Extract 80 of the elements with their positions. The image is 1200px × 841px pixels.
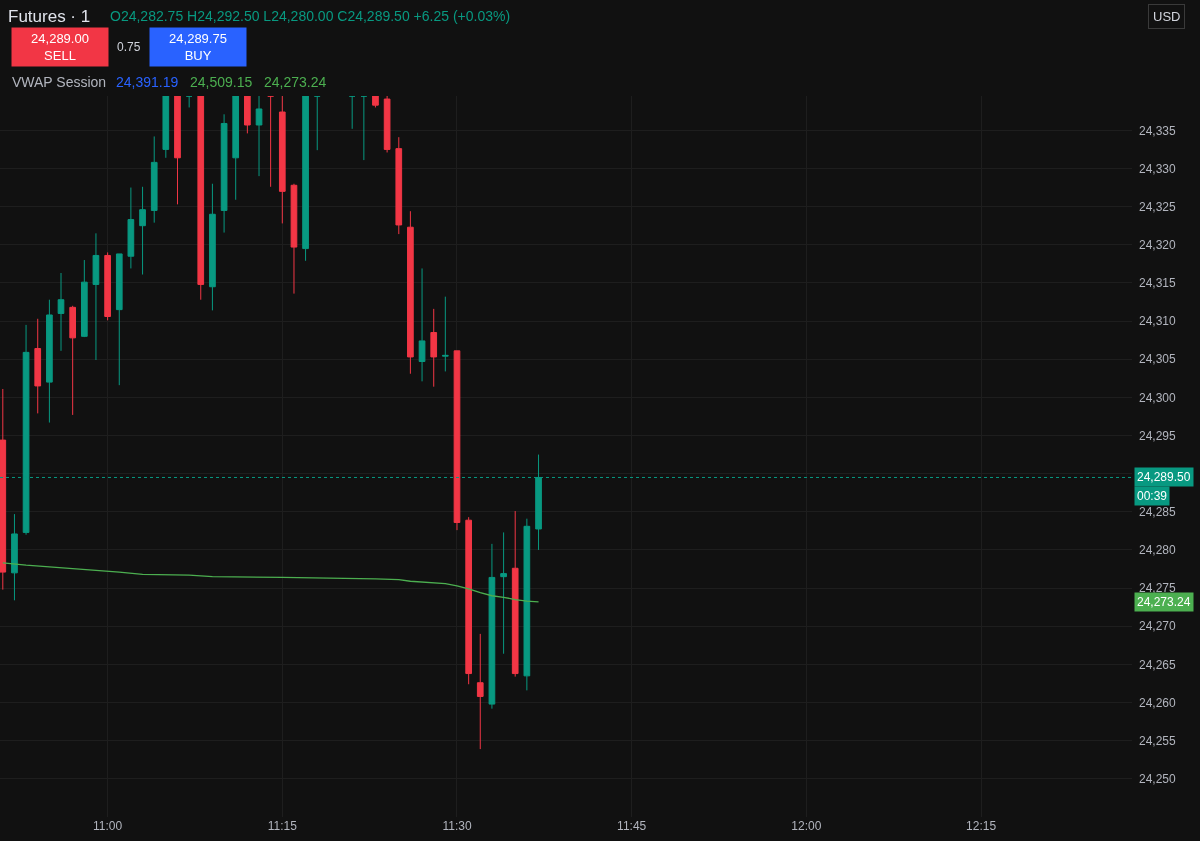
y-tick-label: 24,325: [1139, 199, 1177, 214]
candlestick: [267, 96, 274, 188]
candlestick: [418, 267, 426, 382]
candlestick: [511, 510, 519, 678]
candlestick: [127, 187, 135, 269]
y-tick-label: 24,315: [1139, 276, 1177, 291]
candlestick: [278, 96, 286, 224]
candlestick: [162, 96, 170, 159]
y-tick-label: 24,255: [1139, 733, 1177, 748]
candlestick: [430, 308, 438, 388]
candlestick: [174, 96, 181, 205]
x-tick-label: 12:15: [966, 819, 997, 833]
candlestick: [115, 253, 123, 386]
x-tick-label: 11:15: [267, 819, 298, 833]
y-tick-label: 24,285: [1139, 505, 1177, 520]
candlestick: [488, 543, 496, 710]
x-tick-label: 11:45: [617, 819, 647, 833]
text: 24,391.19: [116, 74, 179, 90]
candlestick: [185, 96, 193, 108]
candlestick: [383, 96, 391, 153]
text: 24,273.24: [1137, 595, 1191, 609]
candlestick: [150, 135, 158, 224]
text: 24,509.15: [190, 74, 253, 90]
x-tick-label: 12:00: [791, 819, 822, 833]
candlestick: [139, 186, 146, 276]
candlestick: [523, 518, 531, 691]
y-tick-label: 24,265: [1139, 657, 1177, 672]
candlestick: [11, 513, 18, 601]
chart-title: Futures · 1: [8, 6, 91, 26]
candlestick: [360, 96, 368, 161]
candlestick: [407, 210, 414, 375]
text: 24,289.75 BUY: [169, 31, 227, 63]
text: USD: [1153, 9, 1181, 24]
y-tick-label: 24,305: [1139, 352, 1177, 367]
candlestick: [441, 296, 449, 372]
line-series: [2, 562, 540, 603]
candlestick: [92, 232, 100, 361]
ref-line-label: 24,289.50: [1137, 470, 1191, 484]
candlestick: [453, 350, 461, 531]
x-tick-label: 11:30: [442, 819, 472, 833]
candlestick: [313, 96, 321, 151]
candlestick: [500, 531, 507, 655]
text: VWAP Session: [12, 74, 107, 90]
y-tick-label: 24,335: [1139, 123, 1177, 138]
candlestick: [46, 299, 53, 424]
candlestick: [395, 136, 403, 235]
candlestick: [232, 96, 240, 201]
candlestick: [57, 272, 65, 352]
candlestick: [34, 318, 42, 414]
text: 24,289.00 SELL: [31, 31, 89, 63]
candlestick: [372, 96, 379, 108]
y-tick-label: 24,250: [1139, 772, 1177, 787]
x-tick-label: 11:00: [93, 819, 123, 833]
y-tick-label: 24,270: [1139, 619, 1177, 634]
y-tick-label: 24,300: [1139, 390, 1177, 405]
candlestick: [0, 388, 7, 591]
candlestick: [209, 183, 216, 311]
candlestick: [244, 96, 251, 134]
candlestick: [81, 259, 88, 338]
candlestick: [255, 96, 263, 177]
text: 24,273.24: [264, 74, 327, 90]
y-tick-label: 24,260: [1139, 695, 1177, 710]
candlestick: [476, 633, 484, 750]
y-tick-label: 24,320: [1139, 237, 1177, 252]
text: 00:39: [1137, 489, 1168, 503]
text: 0.75: [117, 40, 141, 54]
candlestick: [197, 96, 205, 301]
y-tick-label: 24,310: [1139, 314, 1177, 329]
candlestick: [302, 96, 309, 262]
y-tick-label: 24,295: [1139, 428, 1177, 443]
candlestick: [348, 96, 356, 130]
candlestick: [104, 251, 111, 321]
candlestick: [465, 516, 472, 685]
y-tick-label: 24,275: [1139, 581, 1177, 596]
chart-subtitle: O24,282.75 H24,292.50 L24,280.00 C24,289.50 +6.25 (+0.03%): [110, 8, 511, 24]
y-tick-label: 24,330: [1139, 161, 1177, 176]
candlestick: [290, 183, 298, 295]
candlestick: [220, 113, 228, 234]
candlestick: [69, 305, 77, 416]
y-tick-label: 24,280: [1139, 543, 1177, 558]
